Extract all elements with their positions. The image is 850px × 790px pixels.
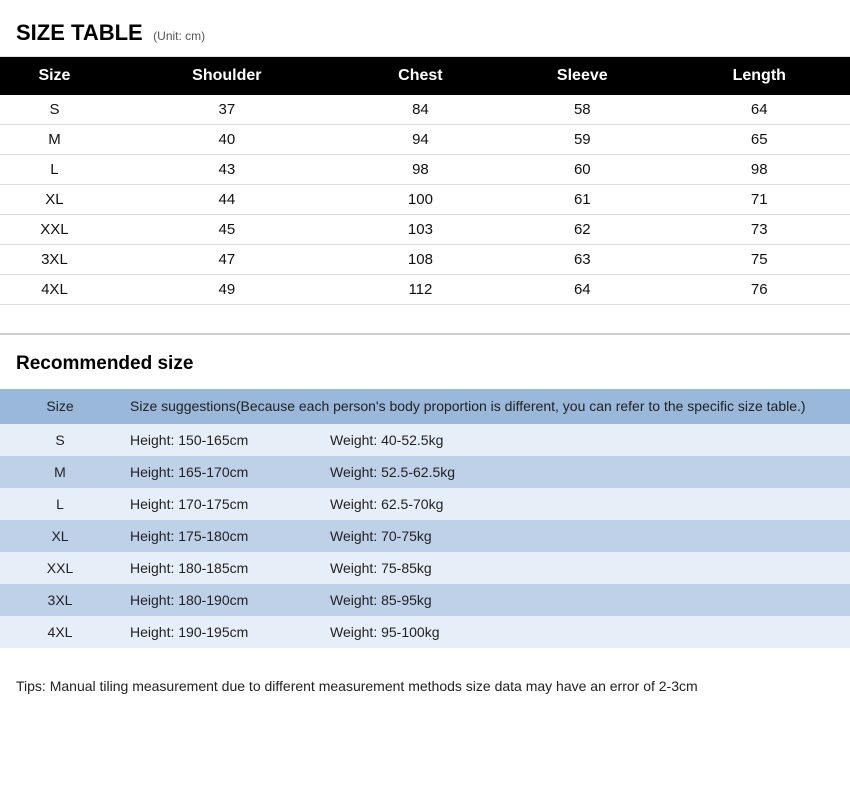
size-table-cell: 3XL	[0, 245, 109, 275]
size-table-cell: M	[0, 125, 109, 155]
recommended-row: 4XLHeight: 190-195cmWeight: 95-100kg	[0, 616, 850, 648]
size-table-cell: 63	[496, 245, 669, 275]
size-table-cell: 64	[669, 95, 850, 125]
size-table-header-row: Size Shoulder Chest Sleeve Length	[0, 57, 850, 95]
size-table-cell: 73	[669, 215, 850, 245]
size-table-col-sleeve: Sleeve	[496, 57, 669, 95]
size-table-row: 4XL491126476	[0, 275, 850, 305]
size-table-col-length: Length	[669, 57, 850, 95]
recommended-row: XLHeight: 175-180cmWeight: 70-75kg	[0, 520, 850, 552]
size-table-cell: 64	[496, 275, 669, 305]
recommended-height-cell: Height: 180-185cm	[120, 552, 320, 584]
size-table-row: XXL451036273	[0, 215, 850, 245]
size-table-cell: 59	[496, 125, 669, 155]
recommended-height-cell: Height: 175-180cm	[120, 520, 320, 552]
recommended-size-cell: 3XL	[0, 584, 120, 616]
size-table-body: S37845864M40945965L43986098XL441006171XX…	[0, 95, 850, 305]
recommended-height-cell: Height: 180-190cm	[120, 584, 320, 616]
recommended-weight-cell: Weight: 40-52.5kg	[320, 424, 850, 456]
size-table-cell: 94	[345, 125, 496, 155]
recommended-size-cell: M	[0, 456, 120, 488]
size-table-cell: 43	[109, 155, 345, 185]
tips-text: Tips: Manual tiling measurement due to d…	[0, 648, 850, 734]
size-table-col-chest: Chest	[345, 57, 496, 95]
size-table-cell: 98	[669, 155, 850, 185]
recommended-row: XXLHeight: 180-185cmWeight: 75-85kg	[0, 552, 850, 584]
size-table-cell: 71	[669, 185, 850, 215]
recommended-row: LHeight: 170-175cmWeight: 62.5-70kg	[0, 488, 850, 520]
recommended-size-cell: L	[0, 488, 120, 520]
size-table-cell: XXL	[0, 215, 109, 245]
recommended-table-body: SHeight: 150-165cmWeight: 40-52.5kgMHeig…	[0, 424, 850, 648]
recommended-weight-cell: Weight: 95-100kg	[320, 616, 850, 648]
size-table-cell: 75	[669, 245, 850, 275]
recommended-table: Size Size suggestions(Because each perso…	[0, 389, 850, 648]
recommended-size-cell: 4XL	[0, 616, 120, 648]
recommended-row: 3XLHeight: 180-190cmWeight: 85-95kg	[0, 584, 850, 616]
size-table-cell: 62	[496, 215, 669, 245]
size-table-cell: 58	[496, 95, 669, 125]
size-table-cell: 44	[109, 185, 345, 215]
size-table-cell: 65	[669, 125, 850, 155]
title-unit: (Unit: cm)	[153, 29, 205, 43]
size-table-cell: 61	[496, 185, 669, 215]
title-row: SIZE TABLE (Unit: cm)	[0, 0, 850, 57]
recommended-weight-cell: Weight: 85-95kg	[320, 584, 850, 616]
recommended-row: MHeight: 165-170cmWeight: 52.5-62.5kg	[0, 456, 850, 488]
section-divider	[0, 305, 850, 335]
recommended-size-cell: S	[0, 424, 120, 456]
size-table-cell: 108	[345, 245, 496, 275]
title-main: SIZE TABLE	[16, 20, 143, 45]
recommended-header-suggestion: Size suggestions(Because each person's b…	[120, 389, 850, 424]
size-table-cell: 40	[109, 125, 345, 155]
size-table-col-shoulder: Shoulder	[109, 57, 345, 95]
size-chart-container: SIZE TABLE (Unit: cm) Size Shoulder Ches…	[0, 0, 850, 734]
size-table-col-size: Size	[0, 57, 109, 95]
recommended-header-size: Size	[0, 389, 120, 424]
size-table-cell: 45	[109, 215, 345, 245]
recommended-title: Recommended size	[0, 335, 850, 389]
recommended-size-cell: XL	[0, 520, 120, 552]
recommended-weight-cell: Weight: 52.5-62.5kg	[320, 456, 850, 488]
size-table: Size Shoulder Chest Sleeve Length S37845…	[0, 57, 850, 305]
size-table-cell: 37	[109, 95, 345, 125]
recommended-header-row: Size Size suggestions(Because each perso…	[0, 389, 850, 424]
recommended-height-cell: Height: 165-170cm	[120, 456, 320, 488]
size-table-row: M40945965	[0, 125, 850, 155]
recommended-weight-cell: Weight: 62.5-70kg	[320, 488, 850, 520]
size-table-cell: S	[0, 95, 109, 125]
size-table-cell: 84	[345, 95, 496, 125]
recommended-weight-cell: Weight: 70-75kg	[320, 520, 850, 552]
size-table-cell: 100	[345, 185, 496, 215]
size-table-cell: 76	[669, 275, 850, 305]
size-table-cell: 60	[496, 155, 669, 185]
recommended-height-cell: Height: 170-175cm	[120, 488, 320, 520]
recommended-size-cell: XXL	[0, 552, 120, 584]
size-table-cell: 98	[345, 155, 496, 185]
size-table-cell: 103	[345, 215, 496, 245]
recommended-row: SHeight: 150-165cmWeight: 40-52.5kg	[0, 424, 850, 456]
size-table-row: XL441006171	[0, 185, 850, 215]
recommended-height-cell: Height: 150-165cm	[120, 424, 320, 456]
size-table-row: L43986098	[0, 155, 850, 185]
size-table-cell: 112	[345, 275, 496, 305]
size-table-cell: L	[0, 155, 109, 185]
size-table-row: S37845864	[0, 95, 850, 125]
size-table-cell: 4XL	[0, 275, 109, 305]
size-table-cell: XL	[0, 185, 109, 215]
recommended-height-cell: Height: 190-195cm	[120, 616, 320, 648]
size-table-cell: 47	[109, 245, 345, 275]
recommended-weight-cell: Weight: 75-85kg	[320, 552, 850, 584]
size-table-cell: 49	[109, 275, 345, 305]
size-table-row: 3XL471086375	[0, 245, 850, 275]
